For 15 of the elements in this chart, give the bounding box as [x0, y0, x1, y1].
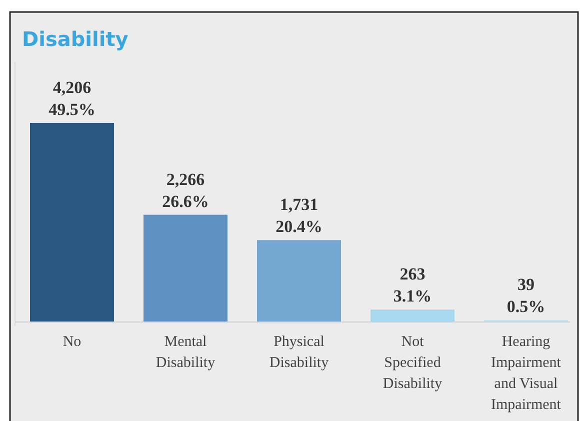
data-label: 39 0.5% — [506, 275, 546, 316]
bar — [257, 240, 341, 322]
x-tick-label: Hearing Impairment and Visual Impairment — [491, 334, 562, 413]
x-tick-label: Physical Disability — [269, 334, 330, 371]
data-label: 2,266 26.6% — [162, 170, 209, 211]
chart-title: Disability — [22, 27, 128, 51]
bar — [144, 214, 228, 322]
bar — [370, 310, 454, 322]
x-tick-label: Not Specified Disability — [382, 334, 443, 392]
x-tick-label: No — [62, 334, 82, 350]
data-label: 1,731 20.4% — [276, 195, 322, 236]
x-tick-label: Mental Disability — [156, 334, 216, 371]
data-label: 4,206 49.5% — [48, 78, 96, 119]
data-label: 263 3.1% — [393, 264, 432, 306]
bar — [30, 123, 114, 322]
